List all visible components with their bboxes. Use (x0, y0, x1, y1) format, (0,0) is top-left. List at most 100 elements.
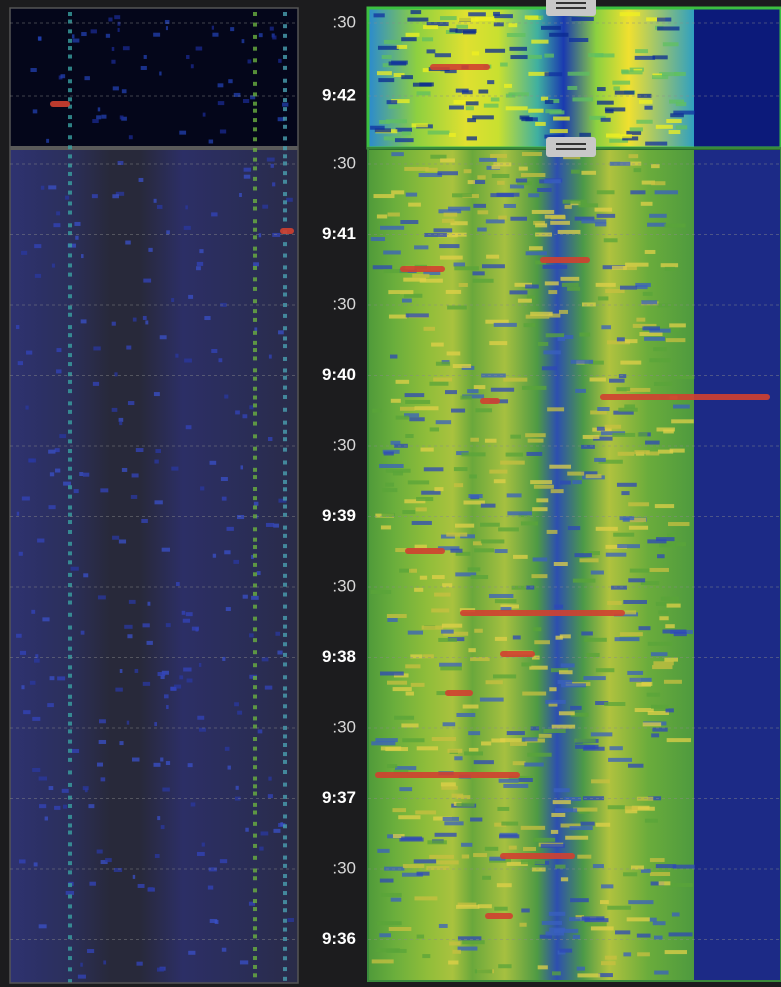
speckle (422, 954, 431, 959)
speckle (225, 607, 231, 612)
speckle (458, 282, 468, 287)
speckle (53, 223, 61, 228)
speckle (26, 350, 33, 355)
speckle (51, 263, 55, 268)
signal-dot (283, 615, 287, 620)
speckle (249, 633, 254, 638)
speckle (80, 630, 85, 635)
speckle (410, 654, 423, 659)
speckle (530, 311, 553, 316)
speckle (470, 817, 483, 822)
speckle (533, 484, 554, 489)
speckle (258, 33, 263, 38)
speckle (382, 488, 398, 493)
speckle (32, 767, 41, 772)
speckle (634, 450, 650, 455)
speckle (156, 967, 164, 972)
speckle (130, 494, 138, 499)
speckle (383, 136, 401, 141)
speckle (641, 681, 653, 686)
speckle (474, 628, 483, 633)
speckle (402, 864, 425, 869)
speckle (521, 662, 532, 667)
speckle (108, 17, 113, 22)
speckle (115, 687, 123, 692)
speckle (535, 121, 546, 126)
signal-dot (68, 814, 72, 819)
signal-dot (253, 934, 257, 939)
signal-dot (283, 217, 287, 222)
speckle (456, 802, 475, 807)
signal-dot (68, 475, 72, 480)
speckle (480, 522, 500, 527)
left-divider (10, 146, 298, 150)
speckle (142, 681, 151, 686)
signal-dot (253, 876, 257, 881)
speckle (526, 585, 535, 590)
speckle (186, 678, 193, 683)
signal-dot (68, 343, 72, 348)
speckle (487, 80, 495, 85)
signal-dot (283, 471, 287, 476)
speckle (590, 732, 613, 737)
signal-dot (253, 705, 257, 710)
speckle (494, 549, 508, 554)
signal-dot (253, 356, 257, 361)
speckle (224, 746, 230, 751)
speckle (183, 667, 192, 672)
speckle (551, 971, 561, 976)
speckle (414, 245, 429, 250)
signal-dot (283, 592, 287, 597)
speckle (121, 467, 128, 472)
speckle (112, 86, 119, 91)
speckle (662, 42, 679, 47)
speckle (604, 424, 622, 429)
speckle (187, 763, 193, 768)
time-label: 9:37 (322, 788, 356, 807)
speckle (451, 408, 466, 413)
handle-split[interactable] (546, 137, 596, 157)
speckle (436, 691, 450, 696)
speckle (165, 26, 168, 31)
speckle (645, 440, 660, 445)
signal-dot (253, 833, 257, 838)
speckle (38, 924, 47, 929)
speckle (620, 360, 642, 365)
speckle (401, 723, 419, 728)
speckle (557, 229, 581, 234)
signal-dot (283, 533, 287, 538)
signal-dot (68, 625, 72, 630)
speckle (401, 836, 422, 841)
speckle (212, 553, 217, 558)
speckle (498, 964, 512, 969)
speckle (117, 160, 124, 165)
signal-dot (253, 604, 257, 609)
speckle (439, 16, 457, 21)
signal-dot (283, 437, 287, 442)
signal-dot (253, 946, 257, 951)
speckle (208, 867, 217, 872)
speckle (121, 89, 127, 94)
speckle (56, 369, 62, 374)
speckle (590, 410, 607, 415)
speckle (472, 278, 494, 283)
speckle (112, 194, 119, 199)
speckle (175, 353, 179, 358)
resize-handle[interactable] (546, 137, 596, 157)
speckle (376, 948, 400, 953)
speckle (594, 53, 615, 58)
speckle (640, 868, 651, 873)
signal-dot (253, 627, 257, 632)
speckle (165, 761, 171, 766)
speckle (415, 810, 437, 815)
speckle (604, 955, 617, 960)
speckle (237, 710, 243, 715)
speckle (243, 99, 250, 104)
speckle (431, 736, 456, 741)
signal-dot (253, 157, 257, 162)
resize-handle[interactable] (546, 0, 596, 16)
speckle (419, 278, 443, 283)
speckle (374, 128, 392, 133)
speckle (649, 358, 671, 363)
speckle (211, 348, 218, 353)
